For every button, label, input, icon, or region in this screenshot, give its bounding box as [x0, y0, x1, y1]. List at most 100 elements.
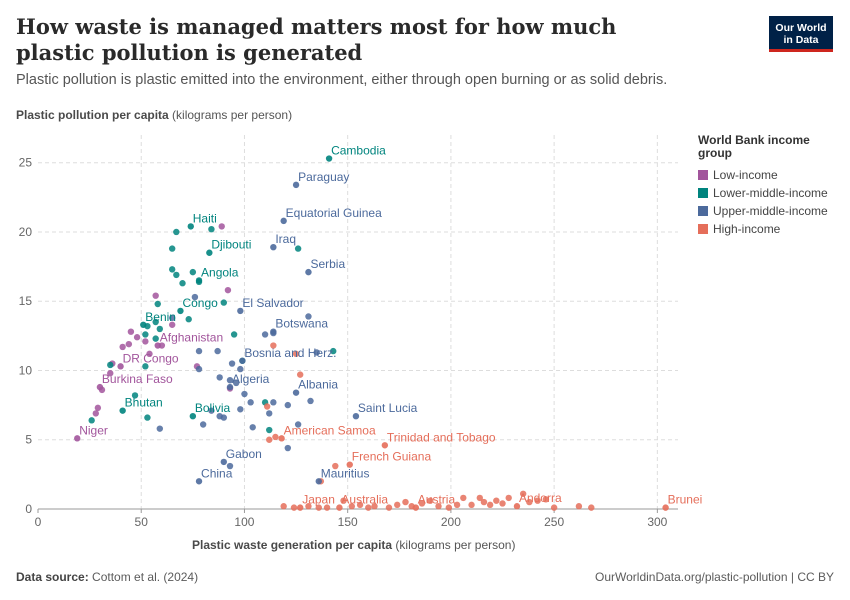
footer-url[interactable]: OurWorldinData.org/plastic-pollution | C…: [595, 570, 834, 584]
legend-item-low[interactable]: Low-income: [698, 166, 828, 184]
point-label: Mauritius: [321, 466, 370, 480]
data-point: [278, 435, 285, 442]
point-label: Niger: [79, 423, 108, 437]
data-point: [356, 501, 364, 509]
point-label: Botswana: [275, 317, 328, 331]
point-label: Iraq: [275, 232, 296, 246]
data-point: [92, 410, 100, 417]
data-point: [588, 504, 595, 511]
data-point: [206, 249, 213, 256]
point-label: Benin: [145, 310, 176, 324]
data-point: [292, 181, 300, 189]
data-point: [195, 347, 203, 355]
data-point: [185, 316, 192, 323]
data-point: [142, 338, 149, 345]
data-point: [195, 478, 203, 485]
data-point: [313, 349, 320, 356]
data-point: [152, 318, 159, 326]
data-point: [325, 155, 333, 162]
data-point: [144, 414, 151, 421]
legend-label: Low-income: [713, 168, 778, 182]
point-label: Andorra: [519, 491, 562, 505]
data-point: [418, 500, 426, 507]
legend-item-upper-middle[interactable]: Upper-middle-income: [698, 202, 828, 220]
point-label: Burkina Faso: [102, 372, 173, 386]
data-point: [154, 342, 161, 349]
data-point: [117, 363, 124, 370]
data-point: [226, 383, 234, 391]
data-point: [332, 462, 339, 470]
legend-item-lower-middle[interactable]: Lower-middle-income: [698, 184, 828, 202]
legend-item-high[interactable]: High-income: [698, 220, 828, 238]
data-point: [468, 501, 475, 509]
data-point: [284, 401, 292, 409]
data-point: [107, 370, 114, 377]
data-point: [493, 497, 500, 504]
data-point: [173, 228, 180, 236]
data-point: [224, 286, 232, 294]
data-point: [152, 292, 159, 299]
data-point: [499, 500, 506, 507]
data-point: [550, 504, 558, 511]
y-tick-label: 20: [19, 225, 33, 239]
data-point: [445, 504, 453, 511]
data-point: [348, 503, 356, 510]
points-layer: [74, 155, 669, 511]
data-point: [189, 268, 197, 276]
data-point: [292, 350, 300, 358]
data-point: [226, 462, 234, 470]
data-point: [336, 504, 343, 511]
data-point: [177, 307, 184, 315]
point-label: Serbia: [310, 257, 345, 271]
y-axis-label: Plastic pollution per capita (kilograms …: [16, 108, 292, 122]
data-point: [381, 442, 389, 449]
data-point: [142, 363, 149, 370]
data-point: [513, 503, 521, 510]
point-label: Algeria: [232, 372, 270, 386]
data-point: [365, 504, 372, 511]
x-tick-label: 50: [135, 515, 149, 529]
data-point: [214, 347, 221, 355]
footer-source: Data source: Cottom et al. (2024): [16, 570, 198, 584]
data-point: [402, 498, 409, 506]
legend-label: Upper-middle-income: [713, 204, 828, 218]
data-point: [179, 280, 186, 287]
y-tick-label: 25: [19, 156, 33, 170]
data-point: [270, 399, 277, 406]
data-point: [486, 501, 494, 509]
point-label: Haiti: [193, 211, 217, 225]
data-point: [96, 383, 104, 391]
chart-subtitle: Plastic pollution is plastic emitted int…: [16, 72, 668, 88]
data-point: [270, 328, 277, 335]
data-point: [505, 494, 512, 502]
x-tick-label: 250: [544, 515, 564, 529]
data-point: [284, 444, 292, 452]
chart-title: How waste is managed matters most for ho…: [16, 14, 617, 65]
data-point: [146, 350, 153, 358]
data-point: [230, 331, 238, 338]
data-point: [352, 412, 360, 420]
point-label: El Salvador: [242, 296, 303, 310]
x-tick-label: 300: [647, 515, 667, 529]
data-point: [371, 503, 378, 510]
data-point: [346, 461, 353, 468]
data-point: [168, 245, 176, 252]
x-tick-label: 150: [338, 515, 358, 529]
data-point: [195, 365, 203, 373]
data-point: [315, 504, 322, 511]
source-label: Data source:: [16, 570, 89, 584]
data-point: [261, 331, 269, 338]
point-label: American Samoa: [284, 423, 376, 437]
data-point: [94, 404, 102, 412]
x-tick-label: 100: [234, 515, 254, 529]
point-label: Cambodia: [331, 144, 386, 158]
data-point: [412, 504, 420, 511]
y-axis-label-unit: (kilograms per person): [172, 108, 293, 122]
data-point: [220, 458, 228, 466]
x-axis-label: Plastic waste generation per capita (kil…: [192, 538, 515, 552]
data-point: [542, 496, 550, 503]
data-point: [152, 335, 159, 342]
data-point: [119, 407, 126, 414]
owid-logo[interactable]: Our World in Data: [769, 16, 833, 52]
data-point: [241, 390, 248, 398]
